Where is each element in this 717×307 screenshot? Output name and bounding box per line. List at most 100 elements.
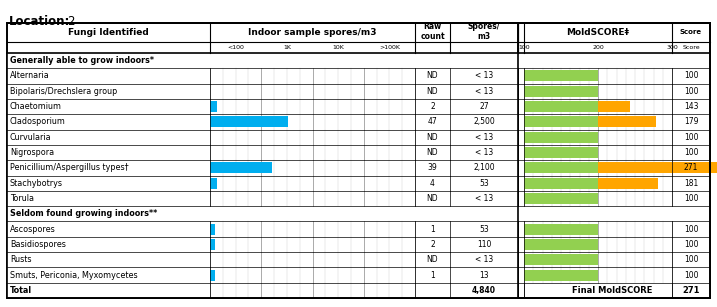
Bar: [210, 116, 288, 127]
Bar: [524, 70, 598, 81]
Text: < 13: < 13: [475, 255, 493, 264]
Bar: [7, 221, 710, 237]
Bar: [518, 23, 710, 298]
Text: Basidiospores: Basidiospores: [10, 240, 66, 249]
Text: Bipolaris/Drechslera group: Bipolaris/Drechslera group: [10, 87, 118, 96]
Text: Spores/
m3: Spores/ m3: [467, 22, 500, 41]
Text: 179: 179: [684, 117, 698, 126]
Text: Penicillium/Aspergillus types†: Penicillium/Aspergillus types†: [10, 163, 128, 172]
Text: < 13: < 13: [475, 148, 493, 157]
Text: 100: 100: [684, 270, 698, 280]
Bar: [518, 23, 710, 298]
Text: < 13: < 13: [475, 87, 493, 96]
Bar: [598, 101, 630, 112]
Text: Alternaria: Alternaria: [10, 72, 49, 80]
Text: 2,100: 2,100: [473, 163, 495, 172]
Bar: [7, 252, 710, 267]
Text: 100: 100: [684, 148, 698, 157]
Text: Rusts: Rusts: [10, 255, 32, 264]
Bar: [7, 237, 710, 252]
Bar: [7, 283, 710, 298]
Text: 100: 100: [684, 240, 698, 249]
Bar: [524, 147, 598, 158]
Text: 2,500: 2,500: [473, 117, 495, 126]
Text: 100: 100: [518, 45, 530, 50]
Bar: [210, 223, 214, 235]
Bar: [524, 270, 598, 281]
Text: 53: 53: [479, 179, 489, 188]
Bar: [524, 101, 598, 112]
Text: 300: 300: [666, 45, 678, 50]
Text: 100: 100: [684, 87, 698, 96]
Text: 53: 53: [479, 225, 489, 234]
Bar: [524, 223, 598, 235]
Bar: [598, 162, 717, 173]
Text: 1: 1: [430, 270, 435, 280]
Text: ND: ND: [427, 87, 438, 96]
Text: MoldSCORE‡: MoldSCORE‡: [566, 28, 630, 37]
Text: Ascospores: Ascospores: [10, 225, 56, 234]
Text: 1K: 1K: [283, 45, 291, 50]
Bar: [524, 116, 598, 127]
Text: Stachybotrys: Stachybotrys: [10, 179, 63, 188]
Text: 100: 100: [684, 133, 698, 142]
Text: Cladosporium: Cladosporium: [10, 117, 66, 126]
Text: 4: 4: [430, 179, 435, 188]
Text: Location:: Location:: [9, 15, 70, 28]
Bar: [210, 178, 217, 189]
Text: 13: 13: [479, 270, 489, 280]
Bar: [524, 162, 598, 173]
Text: 2: 2: [430, 102, 435, 111]
Text: 39: 39: [427, 163, 437, 172]
Text: < 13: < 13: [475, 194, 493, 203]
Text: ND: ND: [427, 255, 438, 264]
Text: Chaetomium: Chaetomium: [10, 102, 62, 111]
Bar: [598, 116, 657, 127]
Text: 271: 271: [683, 286, 700, 295]
Text: 1: 1: [430, 225, 435, 234]
Text: 10K: 10K: [332, 45, 344, 50]
Bar: [7, 23, 710, 298]
Text: Seldom found growing indoors**: Seldom found growing indoors**: [10, 209, 157, 218]
Text: Final MoldSCORE: Final MoldSCORE: [572, 286, 652, 295]
Text: < 13: < 13: [475, 72, 493, 80]
Bar: [7, 130, 710, 145]
Text: < 13: < 13: [475, 133, 493, 142]
Bar: [210, 270, 214, 281]
Text: 110: 110: [477, 240, 491, 249]
Bar: [210, 162, 272, 173]
Text: ND: ND: [427, 72, 438, 80]
Text: Nigrospora: Nigrospora: [10, 148, 54, 157]
Text: Fungi Identified: Fungi Identified: [68, 28, 149, 37]
Text: Generally able to grow indoors*: Generally able to grow indoors*: [10, 56, 154, 65]
Bar: [7, 176, 710, 191]
Bar: [7, 145, 710, 160]
Text: Torula: Torula: [10, 194, 34, 203]
Bar: [7, 23, 710, 298]
Text: 2: 2: [430, 240, 435, 249]
Text: 181: 181: [684, 179, 698, 188]
Text: ND: ND: [427, 133, 438, 142]
Text: 100: 100: [684, 72, 698, 80]
Bar: [524, 86, 598, 97]
Text: 143: 143: [684, 102, 698, 111]
Text: 100: 100: [684, 225, 698, 234]
Bar: [210, 101, 217, 112]
Text: 271: 271: [684, 163, 698, 172]
Text: Score: Score: [680, 29, 702, 36]
Bar: [7, 160, 710, 176]
Bar: [7, 53, 710, 68]
Text: Raw
count: Raw count: [420, 22, 445, 41]
Text: 2: 2: [67, 15, 75, 28]
Text: 27: 27: [479, 102, 489, 111]
Text: >100K: >100K: [379, 45, 400, 50]
Text: Indoor sample spores/m3: Indoor sample spores/m3: [248, 28, 376, 37]
Text: Smuts, Periconia, Myxomycetes: Smuts, Periconia, Myxomycetes: [10, 270, 138, 280]
Bar: [210, 239, 214, 250]
Text: Total: Total: [10, 286, 32, 295]
Bar: [524, 132, 598, 143]
Bar: [524, 178, 598, 189]
Bar: [524, 254, 598, 265]
Bar: [7, 206, 710, 221]
Bar: [7, 68, 710, 84]
